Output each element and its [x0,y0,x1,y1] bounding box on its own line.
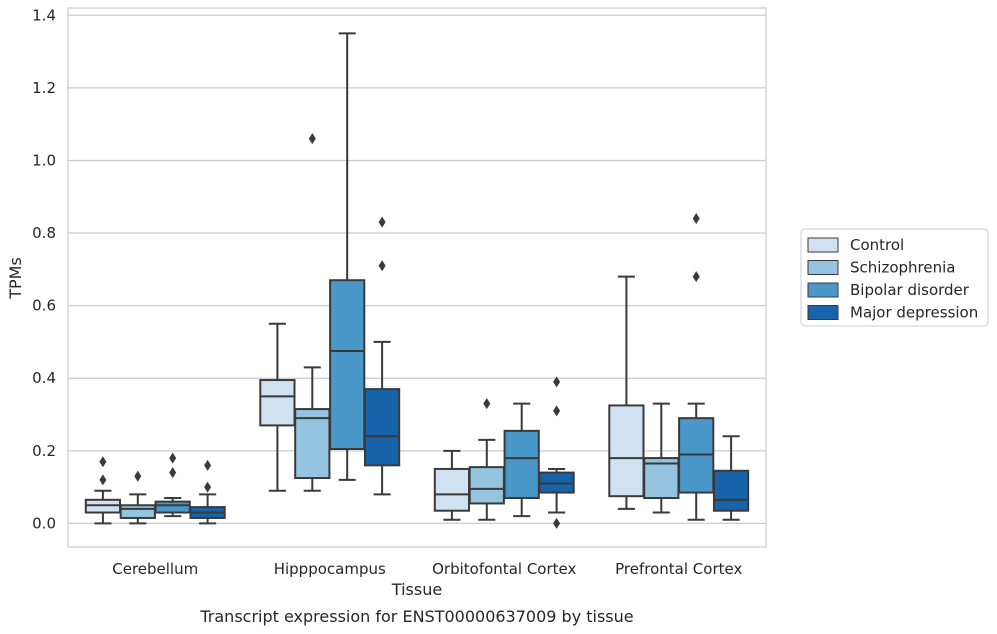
legend-swatch [807,305,839,320]
outlier-point [692,271,700,283]
legend-swatch [807,282,839,298]
outlier-point [553,405,561,417]
outlier-point [169,452,177,464]
box-0-3 [189,459,226,525]
box-body [363,388,401,467]
outlier-point [378,216,386,228]
legend-frame [800,228,989,327]
box-2-1 [468,398,505,521]
x-tick-label: Prefrontal Cortex [615,560,742,578]
legend-swatch [807,260,839,275]
box-3-1 [643,402,680,514]
legend-swatch [807,237,839,253]
x-tick-label: Cerebellum [112,560,198,578]
box-body [608,404,645,498]
box-body [329,279,366,450]
chart-caption: Transcript expression for ENST0000063700… [199,607,633,626]
x-axis-title: Tissue [391,580,442,599]
y-axis-title: TPMs [6,257,25,300]
outlier-point [483,398,491,410]
plot-frame [67,7,767,548]
box-1-3 [363,216,401,496]
box-1-1 [294,133,331,492]
y-tick-labels: 0.0 0.2 0.4 0.6 0.8 1.0 1.2 1.4 [32,6,56,532]
y-tick-label: 0.6 [32,297,56,315]
box-body [712,469,750,512]
box-body [468,466,505,505]
x-tick-label: Orbitofontal Cortex [432,560,576,578]
outlier-point [134,470,142,482]
box-1-0 [259,322,296,492]
outlier-point [308,133,316,145]
box-3-2 [678,213,715,521]
outlier-point [99,456,107,468]
y-tick-label: 1.2 [32,79,56,97]
outlier-point [378,260,386,272]
box-body [119,504,156,519]
box-body [433,467,471,512]
legend-label: Bipolar disorder [850,281,970,299]
box-series [84,32,750,529]
y-tick-label: 0.4 [32,369,56,387]
box-2-3 [538,376,575,529]
outlier-point [99,474,107,486]
box-3-0 [608,275,645,510]
box-0-2 [154,452,191,518]
box-3-3 [712,435,750,521]
box-body [154,500,191,514]
y-tick-label: 0.8 [32,224,56,242]
outlier-point [553,376,561,388]
y-tick-label: 0.2 [32,442,56,460]
box-body [503,429,540,499]
box-2-0 [433,449,471,521]
legend-label: Schizophrenia [850,259,955,277]
y-tick-label: 0.0 [32,514,56,532]
box-2-2 [503,402,540,518]
legend-label: Major depression [850,304,978,322]
outlier-point [692,213,700,225]
outlier-point [204,481,212,493]
legend-label: Control [850,236,904,254]
box-1-2 [329,32,366,481]
box-0-0 [84,456,122,525]
legend: Control Schizophrenia Bipolar disorder Majo… [800,228,989,327]
x-tick-labels: Cerebellum Hipppocampus Orbitofontal Corte… [112,560,742,578]
x-tick-label: Hipppocampus [274,560,386,578]
outlier-point [204,459,212,471]
gridlines [68,14,766,525]
outlier-point [553,517,561,529]
box-body [294,408,331,480]
box-body [259,379,296,427]
outlier-point [169,467,177,479]
y-tick-label: 1.4 [32,6,56,24]
y-tick-label: 1.0 [32,151,56,169]
box-0-1 [119,470,156,525]
